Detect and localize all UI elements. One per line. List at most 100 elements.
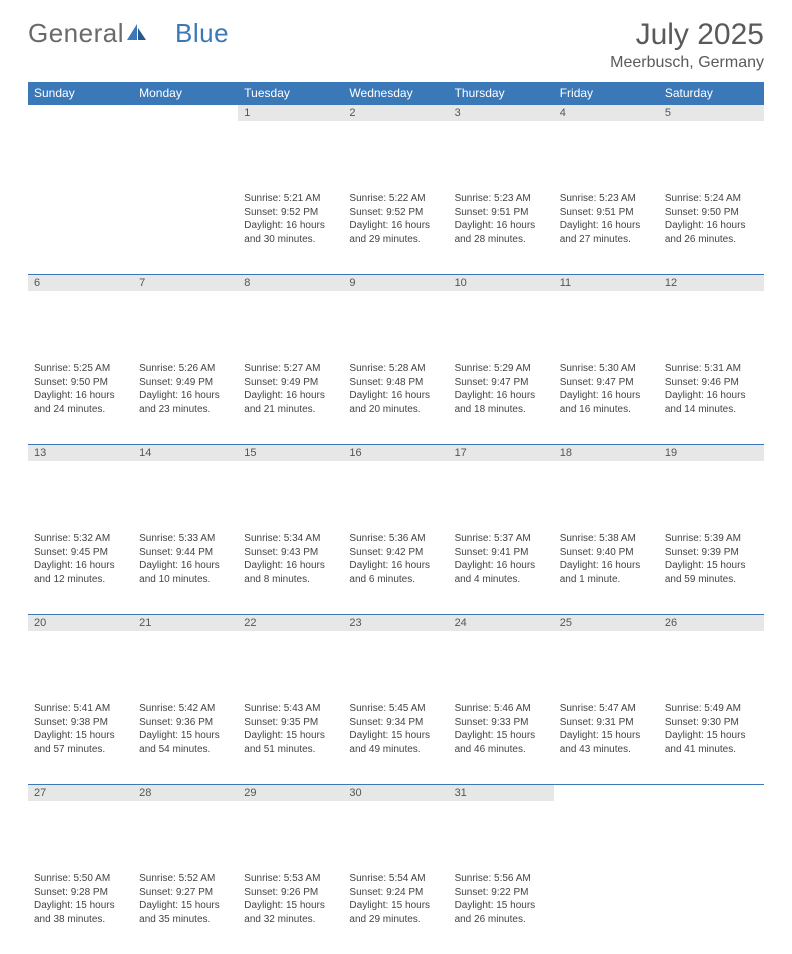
day-number-cell: 30 <box>343 784 448 869</box>
daylight-text: Daylight: 16 hours and 30 minutes. <box>244 219 337 246</box>
sunrise-text: Sunrise: 5:52 AM <box>139 872 232 886</box>
day-number-cell: 15 <box>238 444 343 529</box>
day-number-cell: 9 <box>343 274 448 359</box>
day-cell: Sunrise: 5:49 AMSunset: 9:30 PMDaylight:… <box>659 699 764 784</box>
day-number-cell: 1 <box>238 104 343 189</box>
weekday-header: Tuesday <box>238 82 343 104</box>
sunrise-text: Sunrise: 5:37 AM <box>455 532 548 546</box>
day-number: 3 <box>449 104 554 121</box>
day-number-cell: 5 <box>659 104 764 189</box>
sunrise-text: Sunrise: 5:23 AM <box>560 192 653 206</box>
day-content: Sunrise: 5:28 AMSunset: 9:48 PMDaylight:… <box>343 359 448 422</box>
day-content: Sunrise: 5:38 AMSunset: 9:40 PMDaylight:… <box>554 529 659 592</box>
sunset-text: Sunset: 9:40 PM <box>560 546 653 560</box>
day-number: 14 <box>133 444 238 461</box>
sunrise-text: Sunrise: 5:33 AM <box>139 532 232 546</box>
day-cell: Sunrise: 5:22 AMSunset: 9:52 PMDaylight:… <box>343 189 448 274</box>
daylight-text: Daylight: 15 hours and 41 minutes. <box>665 729 758 756</box>
day-content: Sunrise: 5:24 AMSunset: 9:50 PMDaylight:… <box>659 189 764 252</box>
sunrise-text: Sunrise: 5:47 AM <box>560 702 653 716</box>
daylight-text: Daylight: 16 hours and 24 minutes. <box>34 389 127 416</box>
sunset-text: Sunset: 9:24 PM <box>349 886 442 900</box>
day-number-cell: 26 <box>659 614 764 699</box>
day-number <box>659 784 764 789</box>
day-content: Sunrise: 5:47 AMSunset: 9:31 PMDaylight:… <box>554 699 659 762</box>
sunrise-text: Sunrise: 5:49 AM <box>665 702 758 716</box>
day-cell: Sunrise: 5:23 AMSunset: 9:51 PMDaylight:… <box>554 189 659 274</box>
sunset-text: Sunset: 9:49 PM <box>244 376 337 390</box>
day-cell: Sunrise: 5:31 AMSunset: 9:46 PMDaylight:… <box>659 359 764 444</box>
sunrise-text: Sunrise: 5:46 AM <box>455 702 548 716</box>
day-number: 2 <box>343 104 448 121</box>
day-cell: Sunrise: 5:38 AMSunset: 9:40 PMDaylight:… <box>554 529 659 614</box>
sunset-text: Sunset: 9:28 PM <box>34 886 127 900</box>
day-content <box>659 869 764 878</box>
daynum-row: 13141516171819 <box>28 444 764 529</box>
day-cell: Sunrise: 5:52 AMSunset: 9:27 PMDaylight:… <box>133 869 238 954</box>
day-number: 25 <box>554 614 659 631</box>
day-content: Sunrise: 5:41 AMSunset: 9:38 PMDaylight:… <box>28 699 133 762</box>
day-number: 23 <box>343 614 448 631</box>
month-title: July 2025 <box>610 18 764 52</box>
day-number-cell: 25 <box>554 614 659 699</box>
day-number-cell: 28 <box>133 784 238 869</box>
brand-logo: General Blue <box>28 18 229 49</box>
day-content: Sunrise: 5:25 AMSunset: 9:50 PMDaylight:… <box>28 359 133 422</box>
day-number: 9 <box>343 274 448 291</box>
day-number: 30 <box>343 784 448 801</box>
day-content: Sunrise: 5:34 AMSunset: 9:43 PMDaylight:… <box>238 529 343 592</box>
daylight-text: Daylight: 16 hours and 1 minute. <box>560 559 653 586</box>
day-number: 1 <box>238 104 343 121</box>
sunrise-text: Sunrise: 5:53 AM <box>244 872 337 886</box>
day-content: Sunrise: 5:46 AMSunset: 9:33 PMDaylight:… <box>449 699 554 762</box>
sunrise-text: Sunrise: 5:21 AM <box>244 192 337 206</box>
day-number-cell: 18 <box>554 444 659 529</box>
day-number-cell: 13 <box>28 444 133 529</box>
sunset-text: Sunset: 9:39 PM <box>665 546 758 560</box>
day-cell <box>133 189 238 274</box>
day-number-cell: 10 <box>449 274 554 359</box>
weekday-header: Thursday <box>449 82 554 104</box>
day-number-cell: 3 <box>449 104 554 189</box>
day-content: Sunrise: 5:52 AMSunset: 9:27 PMDaylight:… <box>133 869 238 932</box>
weekday-header: Sunday <box>28 82 133 104</box>
daylight-text: Daylight: 16 hours and 18 minutes. <box>455 389 548 416</box>
daylight-text: Daylight: 15 hours and 49 minutes. <box>349 729 442 756</box>
day-number-cell: 17 <box>449 444 554 529</box>
sunset-text: Sunset: 9:52 PM <box>349 206 442 220</box>
day-content: Sunrise: 5:42 AMSunset: 9:36 PMDaylight:… <box>133 699 238 762</box>
day-number: 28 <box>133 784 238 801</box>
daylight-text: Daylight: 15 hours and 26 minutes. <box>455 899 548 926</box>
sunset-text: Sunset: 9:49 PM <box>139 376 232 390</box>
day-number: 27 <box>28 784 133 801</box>
daylight-text: Daylight: 16 hours and 4 minutes. <box>455 559 548 586</box>
day-number: 26 <box>659 614 764 631</box>
day-cell: Sunrise: 5:27 AMSunset: 9:49 PMDaylight:… <box>238 359 343 444</box>
day-number: 24 <box>449 614 554 631</box>
sunrise-text: Sunrise: 5:26 AM <box>139 362 232 376</box>
sunset-text: Sunset: 9:44 PM <box>139 546 232 560</box>
sunrise-text: Sunrise: 5:30 AM <box>560 362 653 376</box>
sunrise-text: Sunrise: 5:45 AM <box>349 702 442 716</box>
sunset-text: Sunset: 9:35 PM <box>244 716 337 730</box>
day-number-cell: 19 <box>659 444 764 529</box>
day-number: 19 <box>659 444 764 461</box>
day-cell: Sunrise: 5:53 AMSunset: 9:26 PMDaylight:… <box>238 869 343 954</box>
day-content: Sunrise: 5:22 AMSunset: 9:52 PMDaylight:… <box>343 189 448 252</box>
day-number-cell: 16 <box>343 444 448 529</box>
sunset-text: Sunset: 9:30 PM <box>665 716 758 730</box>
sunset-text: Sunset: 9:34 PM <box>349 716 442 730</box>
day-cell: Sunrise: 5:26 AMSunset: 9:49 PMDaylight:… <box>133 359 238 444</box>
day-content-row: Sunrise: 5:41 AMSunset: 9:38 PMDaylight:… <box>28 699 764 784</box>
day-cell: Sunrise: 5:30 AMSunset: 9:47 PMDaylight:… <box>554 359 659 444</box>
sunset-text: Sunset: 9:47 PM <box>560 376 653 390</box>
daylight-text: Daylight: 15 hours and 29 minutes. <box>349 899 442 926</box>
day-cell: Sunrise: 5:33 AMSunset: 9:44 PMDaylight:… <box>133 529 238 614</box>
sunrise-text: Sunrise: 5:27 AM <box>244 362 337 376</box>
day-cell <box>28 189 133 274</box>
sunset-text: Sunset: 9:33 PM <box>455 716 548 730</box>
day-cell <box>554 869 659 954</box>
day-number-cell: 31 <box>449 784 554 869</box>
day-cell: Sunrise: 5:46 AMSunset: 9:33 PMDaylight:… <box>449 699 554 784</box>
day-cell: Sunrise: 5:28 AMSunset: 9:48 PMDaylight:… <box>343 359 448 444</box>
